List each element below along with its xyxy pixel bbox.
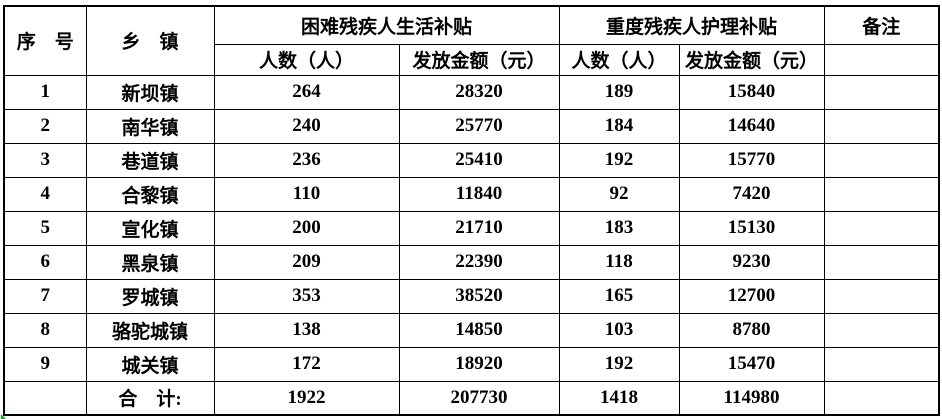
care-subsidy-group-header-cell[interactable]: 重度残疾人护理补贴 bbox=[558, 5, 825, 45]
care-amount-cell[interactable]: 114980 bbox=[678, 380, 825, 416]
care-amount-cell[interactable]: 15130 bbox=[678, 210, 825, 246]
life-count-cell[interactable]: 200 bbox=[213, 210, 400, 246]
table-body: 1 新坝镇 264 28320 189 15840 2 南华镇 240 25770 184 14640… bbox=[3, 74, 940, 416]
life-count-cell[interactable]: 1922 bbox=[213, 380, 400, 416]
remarks-cell[interactable] bbox=[823, 74, 940, 110]
care-count-cell[interactable]: 189 bbox=[558, 74, 680, 110]
life-amount-cell[interactable]: 25770 bbox=[398, 108, 560, 144]
table-row: 9 城关镇 172 18920 192 15470 bbox=[3, 346, 940, 382]
life-amount-cell[interactable]: 14850 bbox=[398, 312, 560, 348]
header-sub-row: 人数（人） 发放金额（元） 人数（人） 发放金额（元） bbox=[4, 43, 940, 76]
table-row: 6 黑泉镇 209 22390 118 9230 bbox=[3, 244, 940, 280]
care-amount-cell[interactable]: 14640 bbox=[678, 108, 825, 144]
life-amount-cell[interactable]: 22390 bbox=[398, 244, 560, 280]
serial-cell[interactable]: 4 bbox=[3, 176, 87, 212]
township-cell[interactable]: 骆驼城镇 bbox=[85, 312, 215, 348]
care-count-cell[interactable]: 118 bbox=[558, 244, 680, 280]
care-count-cell[interactable]: 165 bbox=[558, 278, 680, 314]
table-row: 1 新坝镇 264 28320 189 15840 bbox=[3, 74, 940, 110]
township-header-cell[interactable]: 乡 镇 bbox=[85, 5, 215, 76]
life-count-cell[interactable]: 236 bbox=[213, 142, 400, 178]
subsidy-table: 序 号 乡 镇 困难残疾人生活补贴 重度残疾人护理补贴 备注 人数（人） 发放金… bbox=[3, 5, 941, 416]
life-amount-cell[interactable]: 207730 bbox=[398, 380, 560, 416]
serial-cell[interactable]: 1 bbox=[3, 74, 87, 110]
care-count-cell[interactable]: 184 bbox=[558, 108, 680, 144]
care-count-cell[interactable]: 183 bbox=[558, 210, 680, 246]
serial-cell[interactable]: 5 bbox=[3, 210, 87, 246]
care-count-cell[interactable]: 92 bbox=[558, 176, 680, 212]
township-cell[interactable]: 合黎镇 bbox=[85, 176, 215, 212]
care-count-cell[interactable]: 192 bbox=[558, 346, 680, 382]
life-count-cell[interactable]: 209 bbox=[213, 244, 400, 280]
care-amount-cell[interactable]: 7420 bbox=[678, 176, 825, 212]
serial-cell[interactable]: 8 bbox=[3, 312, 87, 348]
care-amount-header-cell[interactable]: 发放金额（元） bbox=[678, 43, 825, 76]
care-amount-cell[interactable]: 15840 bbox=[678, 74, 825, 110]
care-amount-cell[interactable]: 8780 bbox=[678, 312, 825, 348]
table-header: 序 号 乡 镇 困难残疾人生活补贴 重度残疾人护理补贴 备注 人数（人） 发放金… bbox=[3, 5, 940, 76]
excel-error-indicator-icon bbox=[1, 414, 6, 419]
care-amount-cell[interactable]: 9230 bbox=[678, 244, 825, 280]
township-cell[interactable]: 宣化镇 bbox=[85, 210, 215, 246]
serial-header-cell[interactable]: 序 号 bbox=[3, 5, 87, 76]
table-row: 3 巷道镇 236 25410 192 15770 bbox=[3, 142, 940, 178]
serial-cell[interactable]: 2 bbox=[3, 108, 87, 144]
life-amount-cell[interactable]: 11840 bbox=[398, 176, 560, 212]
township-cell[interactable]: 罗城镇 bbox=[85, 278, 215, 314]
remarks-cell[interactable] bbox=[823, 312, 940, 348]
life-amount-cell[interactable]: 21710 bbox=[398, 210, 560, 246]
township-cell[interactable]: 城关镇 bbox=[85, 346, 215, 382]
township-cell[interactable]: 南华镇 bbox=[85, 108, 215, 144]
care-count-header-cell[interactable]: 人数（人） bbox=[558, 43, 680, 76]
life-amount-cell[interactable]: 18920 bbox=[398, 346, 560, 382]
care-count-cell[interactable]: 103 bbox=[558, 312, 680, 348]
life-count-cell[interactable]: 172 bbox=[213, 346, 400, 382]
life-amount-cell[interactable]: 38520 bbox=[398, 278, 560, 314]
township-cell[interactable]: 合 计: bbox=[85, 380, 215, 416]
remarks-cell[interactable] bbox=[823, 210, 940, 246]
life-count-cell[interactable]: 240 bbox=[213, 108, 400, 144]
life-count-header-cell[interactable]: 人数（人） bbox=[213, 43, 400, 76]
table-row: 2 南华镇 240 25770 184 14640 bbox=[3, 108, 940, 144]
life-count-cell[interactable]: 353 bbox=[213, 278, 400, 314]
remarks-cell[interactable] bbox=[823, 380, 940, 416]
care-count-cell[interactable]: 192 bbox=[558, 142, 680, 178]
township-cell[interactable]: 黑泉镇 bbox=[85, 244, 215, 280]
table-row: 7 罗城镇 353 38520 165 12700 bbox=[3, 278, 940, 314]
care-amount-cell[interactable]: 12700 bbox=[678, 278, 825, 314]
township-cell[interactable]: 巷道镇 bbox=[85, 142, 215, 178]
header-group-row: 序 号 乡 镇 困难残疾人生活补贴 重度残疾人护理补贴 备注 bbox=[3, 5, 940, 76]
care-count-cell[interactable]: 1418 bbox=[558, 380, 680, 416]
life-amount-cell[interactable]: 28320 bbox=[398, 74, 560, 110]
table-row: 4 合黎镇 110 11840 92 7420 bbox=[3, 176, 940, 212]
life-subsidy-group-header-cell[interactable]: 困难残疾人生活补贴 bbox=[213, 5, 560, 45]
remarks-cell[interactable] bbox=[823, 346, 940, 382]
remarks-cell[interactable] bbox=[823, 108, 940, 144]
serial-cell[interactable]: 6 bbox=[3, 244, 87, 280]
life-count-cell[interactable]: 110 bbox=[213, 176, 400, 212]
table-row: 8 骆驼城镇 138 14850 103 8780 bbox=[3, 312, 940, 348]
serial-cell[interactable]: 9 bbox=[3, 346, 87, 382]
serial-cell[interactable]: 7 bbox=[3, 278, 87, 314]
township-cell[interactable]: 新坝镇 bbox=[85, 74, 215, 110]
remarks-cell[interactable] bbox=[823, 176, 940, 212]
life-amount-cell[interactable]: 25410 bbox=[398, 142, 560, 178]
remarks-cell[interactable] bbox=[823, 142, 940, 178]
total-row: 合 计: 1922 207730 1418 114980 bbox=[3, 380, 940, 416]
serial-cell[interactable] bbox=[3, 380, 87, 416]
remarks-cell[interactable] bbox=[823, 244, 940, 280]
serial-cell[interactable]: 3 bbox=[3, 142, 87, 178]
life-count-cell[interactable]: 264 bbox=[213, 74, 400, 110]
table-row: 5 宣化镇 200 21710 183 15130 bbox=[3, 210, 940, 246]
care-amount-cell[interactable]: 15470 bbox=[678, 346, 825, 382]
life-count-cell[interactable]: 138 bbox=[213, 312, 400, 348]
life-amount-header-cell[interactable]: 发放金额（元） bbox=[398, 43, 560, 76]
remarks-header-cell[interactable]: 备注 bbox=[823, 5, 940, 45]
care-amount-cell[interactable]: 15770 bbox=[678, 142, 825, 178]
remarks-cell[interactable] bbox=[823, 278, 940, 314]
remarks-sub-header-cell[interactable] bbox=[823, 43, 940, 76]
